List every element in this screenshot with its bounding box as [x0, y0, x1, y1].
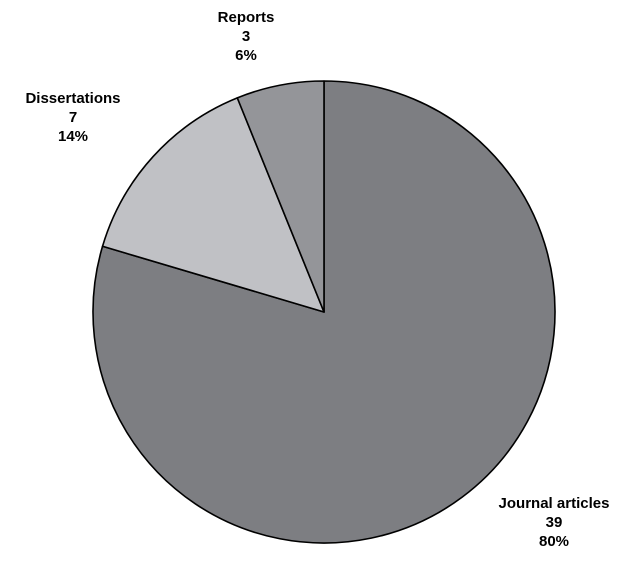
data-label-dissertations: Dissertations 7 14% — [25, 90, 120, 145]
pie-slice-dissertations — [101, 97, 325, 313]
journal-articles-label-percent: 80% — [539, 533, 569, 550]
dissertations-label-percent: 14% — [58, 128, 88, 145]
reports-label-name: Reports — [218, 9, 275, 26]
journal-articles-label-value: 39 — [546, 514, 563, 531]
data-label-reports: Reports 3 6% — [218, 9, 275, 64]
labels-layer: Journal articles 39 80% Dissertations 7 14% Re… — [25, 9, 609, 550]
data-label-journal-articles: Journal articles 39 80% — [499, 495, 610, 550]
dissertations-label-value: 7 — [69, 109, 77, 126]
dissertations-label-name: Dissertations — [25, 90, 120, 107]
slices-layer — [92, 80, 556, 544]
reports-label-percent: 6% — [235, 47, 257, 64]
journal-articles-label-name: Journal articles — [499, 495, 610, 512]
pie-slice-reports — [236, 80, 325, 313]
reports-label-value: 3 — [242, 28, 250, 45]
